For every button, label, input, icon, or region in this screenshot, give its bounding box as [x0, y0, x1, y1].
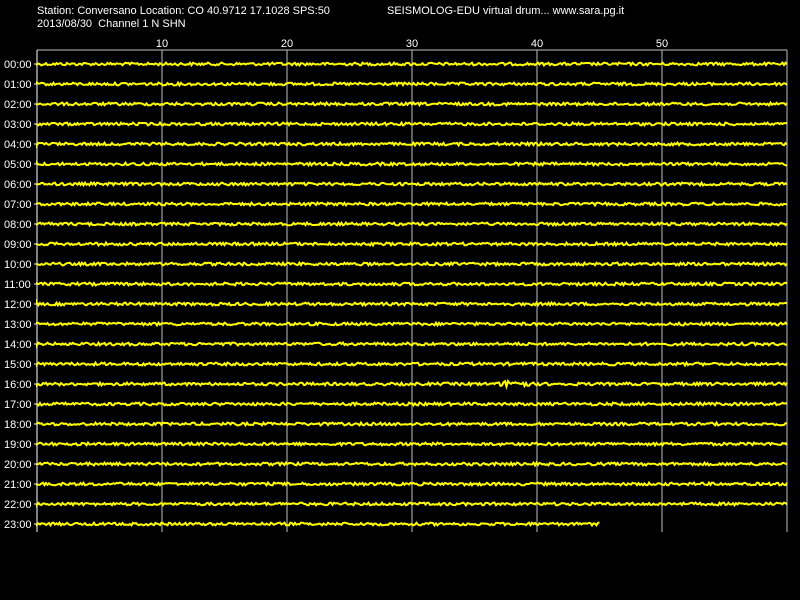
hour-labels: 00:00 01:00 02:00 03:00 04:00 05:00 06:00 07:00… [4, 59, 37, 531]
trace-0100 [36, 80, 788, 88]
trace-2200 [36, 501, 788, 508]
seismic-traces [36, 61, 788, 528]
hour-label-0900: 09:00 [4, 239, 32, 251]
hour-label-1000: 10:00 [4, 259, 32, 271]
hour-label-1400: 14:00 [4, 339, 32, 351]
trace-1300 [36, 320, 788, 328]
trace-1400 [36, 340, 788, 349]
trace-0600 [36, 180, 788, 188]
trace-0900 [36, 240, 788, 248]
hour-label-0300: 03:00 [4, 119, 32, 131]
station-info-text: Station: Conversano Location: CO 40.9712… [37, 5, 330, 17]
hour-label-0200: 02:00 [4, 99, 32, 111]
trace-0400 [36, 140, 788, 149]
hour-label-2000: 20:00 [4, 459, 32, 471]
hour-label-2300: 23:00 [4, 519, 32, 531]
trace-0800 [36, 220, 788, 228]
x-tick-label-40: 40 [531, 38, 543, 50]
trace-1200 [36, 298, 788, 308]
trace-1100 [36, 280, 788, 288]
x-tick-label-30: 30 [406, 38, 418, 50]
hour-label-1900: 19:00 [4, 439, 32, 451]
hour-label-1100: 11:00 [4, 279, 31, 291]
hour-label-1200: 12:00 [4, 299, 32, 311]
grid-lines [161, 50, 663, 532]
x-tick-label-50: 50 [656, 38, 668, 50]
trace-2100 [36, 480, 788, 488]
hour-label-0600: 06:00 [4, 179, 32, 191]
hour-label-1700: 17:00 [4, 399, 32, 411]
hour-label-2200: 22:00 [4, 499, 32, 511]
trace-0500 [36, 160, 787, 168]
hour-label-1800: 18:00 [4, 419, 32, 431]
trace-1500 [36, 360, 788, 368]
hour-label-0100: 01:00 [4, 79, 32, 91]
x-tick-labels: 10 20 30 40 50 [156, 38, 668, 50]
hour-label-1500: 15:00 [4, 359, 32, 371]
trace-1000 [36, 260, 788, 268]
trace-0200 [36, 100, 788, 108]
hour-label-1300: 13:00 [4, 319, 32, 331]
trace-2300 [36, 520, 600, 528]
trace-2000 [36, 460, 788, 468]
trace-1600 [36, 378, 788, 391]
trace-0300 [36, 120, 788, 127]
hour-label-0500: 05:00 [4, 159, 32, 171]
trace-0000 [36, 61, 788, 68]
hour-label-0800: 08:00 [4, 219, 32, 231]
hour-label-0700: 07:00 [4, 199, 32, 211]
x-tick-label-10: 10 [156, 38, 168, 50]
x-tick-label-20: 20 [281, 38, 293, 50]
hour-label-2100: 21:00 [4, 479, 32, 491]
trace-1800 [36, 420, 788, 428]
trace-1700 [36, 400, 788, 408]
trace-0700 [36, 200, 788, 208]
app-title-text: SEISMOLOG-EDU virtual drum... www.sara.p… [387, 5, 625, 17]
date-channel-text: 2013/08/30 Channel 1 N SHN [37, 18, 186, 30]
trace-1900 [36, 440, 788, 448]
hour-label-1600: 16:00 [4, 379, 32, 391]
hour-label-0400: 04:00 [4, 139, 32, 151]
hour-label-0000: 00:00 [4, 59, 32, 71]
